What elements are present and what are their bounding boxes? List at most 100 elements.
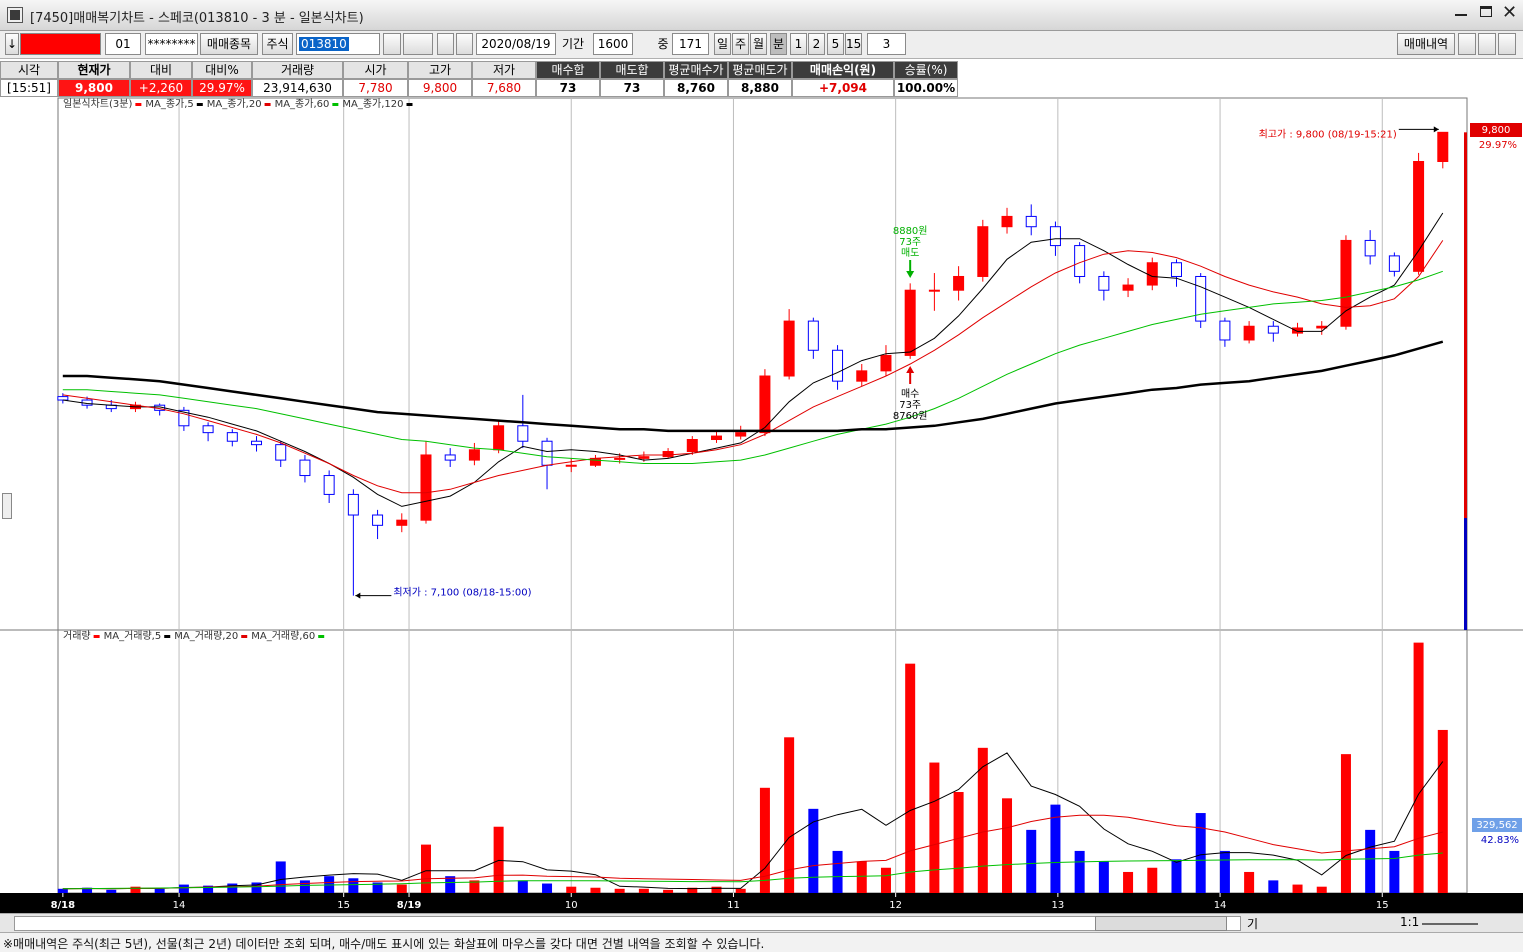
icon-button[interactable] (1458, 33, 1476, 55)
x-tick-label: 13 (1051, 900, 1064, 911)
scroll-thumb[interactable] (1095, 916, 1227, 931)
pick-button[interactable]: 매매종목 (200, 33, 258, 55)
zoom-label: 1:1 (1400, 915, 1420, 929)
legend-swatch (196, 103, 203, 106)
candle-body (662, 451, 674, 458)
candle-body (904, 289, 916, 356)
code-field[interactable]: 013810 (296, 33, 380, 55)
icon-button[interactable] (456, 33, 473, 55)
legend-swatch (406, 103, 413, 106)
unit-button[interactable]: 15 (845, 33, 862, 55)
close-button[interactable]: ✕ (1502, 2, 1518, 23)
candle-body (1098, 275, 1110, 291)
legend-title: 거래량 (63, 630, 91, 642)
candle-body (1049, 226, 1061, 247)
volume-bar (1050, 804, 1061, 893)
history-button[interactable]: 매매내역 (1397, 33, 1455, 55)
side-toggle[interactable] (2, 493, 12, 519)
volume-bar (953, 792, 964, 893)
volume-bar (687, 887, 698, 893)
summary-header: 승률(%) (894, 61, 958, 79)
summary-value: [15:51] (0, 79, 58, 97)
period[interactable]: 1600 (593, 33, 633, 55)
candle-body (1437, 131, 1449, 162)
unit-button[interactable]: 5 (827, 33, 844, 55)
unit-button[interactable]: 주 (732, 33, 749, 55)
icon-button[interactable] (383, 33, 401, 55)
legend-swatch (332, 103, 339, 106)
candle-body (977, 226, 989, 277)
scroll-track[interactable] (14, 916, 1241, 931)
date[interactable]: 2020/08/19 (476, 33, 556, 55)
arrow[interactable]: ↓ (5, 33, 19, 55)
volume-bar (784, 737, 795, 893)
legend-swatch (93, 635, 100, 638)
minimize-button[interactable] (1455, 14, 1467, 16)
volume-bar (227, 883, 238, 893)
summary-header: 거래량 (252, 61, 343, 79)
volume-bar (1437, 729, 1448, 893)
window-title: [7450]매매복기차트 - 스페코(013810 - 3 분 - 일본식차트) (30, 11, 364, 26)
zoom-slider[interactable] (1422, 923, 1478, 925)
candle-body (953, 275, 965, 291)
ma-line (62, 814, 1443, 890)
volume-bar (880, 867, 891, 893)
name-field[interactable] (20, 33, 101, 55)
summary-header: 대비% (192, 61, 252, 79)
icon-button[interactable] (437, 33, 454, 55)
volume-bar (542, 883, 553, 893)
volume-bar (1074, 850, 1085, 893)
last-volume-box (1472, 818, 1522, 832)
scroll-bar: 기 1:1 (0, 913, 1523, 932)
x-tick-label: 8/18 (51, 900, 76, 911)
market[interactable]: 주식 (262, 33, 293, 55)
mid-label: 중 (657, 37, 669, 51)
x-tick-label: 15 (337, 900, 350, 911)
candle-body (493, 425, 505, 451)
candle-body (856, 370, 868, 382)
unit-button[interactable]: 분 (770, 33, 787, 55)
password[interactable]: ******** (145, 33, 198, 55)
volume-bar (1292, 884, 1303, 893)
unit-button[interactable]: 1 (790, 33, 807, 55)
count[interactable]: 171 (672, 33, 709, 55)
buy-note: 73주 (899, 400, 921, 411)
volume-bar (711, 886, 722, 893)
unit-button[interactable]: 일 (714, 33, 731, 55)
volume-bar (735, 888, 746, 893)
candle-body (759, 375, 771, 434)
candle-body (517, 425, 529, 442)
volume-bar (106, 889, 117, 893)
volume-bar (396, 884, 407, 893)
volume-bar (1244, 871, 1255, 893)
ma-line (62, 212, 1444, 507)
volume-bar (1340, 754, 1351, 893)
volume-bar (1171, 859, 1182, 893)
account[interactable]: 01 (105, 33, 141, 55)
volume-bar (1219, 850, 1230, 893)
maximize-button[interactable] (1480, 6, 1492, 17)
ma-line (62, 340, 1444, 433)
volume-bar (1098, 861, 1109, 893)
summary-header: 현재가 (58, 61, 130, 79)
volume-bar (808, 808, 819, 893)
candle-body (251, 440, 263, 446)
unit-input[interactable]: 3 (867, 33, 906, 55)
icon-button[interactable] (403, 33, 433, 55)
unit-button[interactable]: 월 (750, 33, 767, 55)
icon-button[interactable] (1478, 33, 1496, 55)
last-volume-label: 329,562 (1476, 820, 1517, 831)
candle-body (1001, 215, 1013, 228)
summary-value: 9,800 (58, 79, 130, 97)
summary-value: 7,780 (343, 79, 408, 97)
icon-button[interactable] (1498, 33, 1516, 55)
legend-entry: MA_거래량,5 (104, 630, 162, 642)
unit-button[interactable]: 2 (808, 33, 825, 55)
volume-bar (57, 888, 68, 893)
summary-value: 23,914,630 (252, 79, 343, 97)
scroll-label: 기 (1247, 917, 1259, 931)
title-bar: [7450]매매복기차트 - 스페코(013810 - 3 분 - 일본식차트)… (0, 0, 1523, 31)
volume-bar (638, 888, 649, 893)
candle-body (1292, 327, 1304, 334)
candle-body (565, 464, 577, 467)
